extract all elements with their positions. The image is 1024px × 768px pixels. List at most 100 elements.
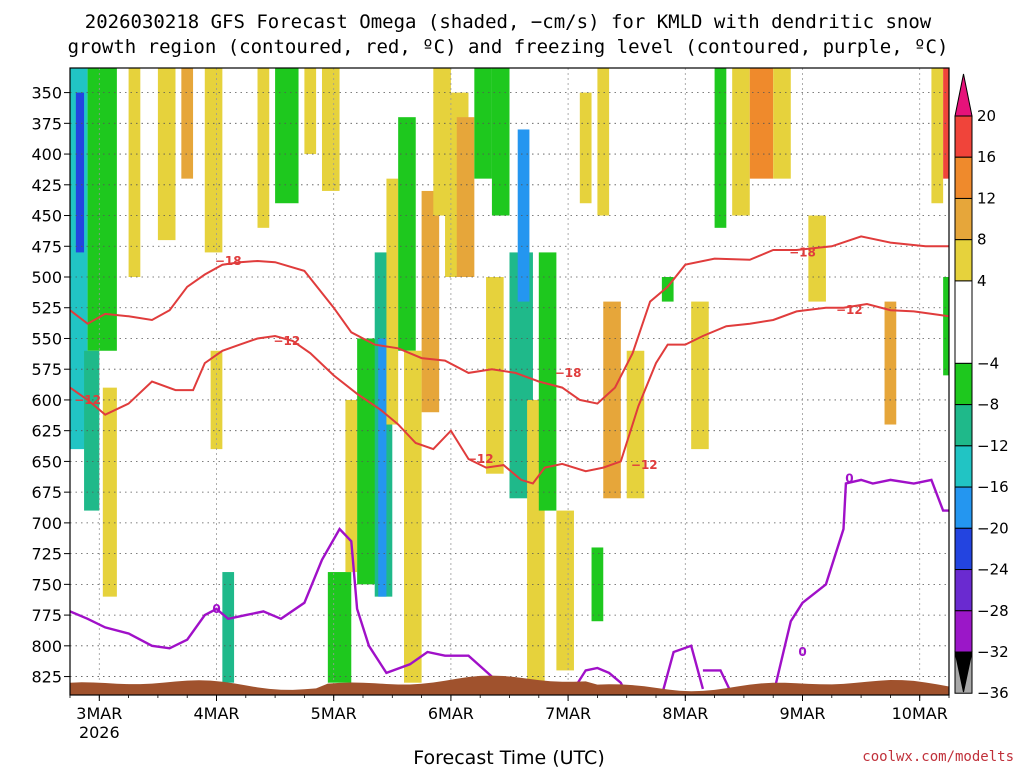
- y-tick-label-800: 800: [31, 637, 62, 656]
- colorbar-label-11: −28: [977, 602, 1009, 620]
- omega-cell-12: [275, 68, 299, 204]
- omega-cell-15: [327, 572, 352, 683]
- colorbar-bin-8: [954, 486, 973, 529]
- y-tick-label-525: 525: [31, 299, 62, 318]
- omega-shading: [70, 68, 949, 683]
- dgz-contour-label-1: −12: [273, 334, 300, 348]
- omega-cell-47: [884, 301, 897, 425]
- omega-cell-40: [661, 277, 674, 302]
- colorbar-label-6: −8: [977, 396, 999, 414]
- x-tick-label-6MAR: 6MAR: [428, 704, 474, 723]
- x-axis-title: Forecast Time (UTC): [413, 747, 604, 768]
- omega-cell-16: [345, 399, 358, 573]
- omega-cell-2: [87, 68, 117, 351]
- omega-cell-34: [556, 510, 574, 671]
- omega-cell-28: [486, 277, 504, 474]
- omega-cell-42: [714, 68, 727, 228]
- y-axis: 350 375 400 425 450 475 500 525 550 575 600 625 650 6…: [31, 84, 70, 687]
- omega-cell-1: [75, 92, 85, 253]
- dgz-contour-1: [69, 302, 950, 485]
- omega-cell-22: [404, 350, 422, 683]
- colorbar-bin-1: [954, 156, 973, 199]
- colorbar: 20 16 12 8 4 −4 −8 −12 −16 −20 −24 −28 −32 −36: [954, 73, 1009, 702]
- omega-cell-33: [538, 252, 557, 511]
- omega-cell-43: [732, 68, 750, 216]
- y-tick-label-750: 750: [31, 575, 62, 594]
- colorbar-bin-3: [954, 239, 973, 282]
- y-tick-label-700: 700: [31, 514, 62, 533]
- y-tick-label-725: 725: [31, 545, 62, 564]
- x-tick-year-3MAR: 2026: [79, 723, 120, 742]
- omega-cell-14: [321, 68, 340, 191]
- x-tick-label-4MAR: 4MAR: [193, 704, 239, 723]
- x-tick-label-10MAR: 10MAR: [892, 704, 948, 723]
- freezing-extra-label-0: 0: [798, 645, 806, 659]
- y-tick-label-550: 550: [31, 329, 62, 348]
- omega-cell-37: [597, 68, 610, 216]
- omega-cell-31: [517, 129, 530, 302]
- y-tick-label-500: 500: [31, 268, 62, 287]
- y-tick-label-475: 475: [31, 237, 62, 256]
- omega-cell-35: [579, 92, 592, 204]
- omega-cell-38: [603, 301, 621, 499]
- colorbar-bin-5: [954, 362, 973, 406]
- dgz-extra-label-1: −18: [789, 245, 816, 259]
- colorbar-label-10: −24: [977, 561, 1009, 579]
- colorbar-bin-7: [954, 445, 973, 488]
- omega-cell-21: [398, 117, 416, 351]
- omega-cell-48: [931, 68, 944, 204]
- dgz-extra-label-4: −12: [631, 458, 658, 472]
- colorbar-bottom-arrow: [954, 651, 973, 693]
- y-tick-label-650: 650: [31, 452, 62, 471]
- omega-cell-7: [181, 68, 194, 179]
- omega-cell-5: [128, 68, 141, 277]
- omega-cell-19: [378, 338, 387, 597]
- omega-cell-29: [491, 68, 510, 216]
- contour-lines: −18 −12 −12 −18 −18 −12 −12 −12 0 0 0: [69, 235, 950, 696]
- x-tick-label-5MAR: 5MAR: [311, 704, 357, 723]
- colorbar-bin-0: [954, 115, 973, 158]
- y-tick-label-450: 450: [31, 207, 62, 226]
- y-tick-label-825: 825: [31, 668, 62, 687]
- freezing-contour-segment-3: [772, 478, 949, 696]
- dgz-extra-label-3: −12: [467, 452, 494, 466]
- omega-cell-50: [943, 277, 949, 376]
- colorbar-label-0: 20: [977, 107, 996, 125]
- grid-lines: [70, 68, 949, 695]
- omega-cell-44: [749, 68, 774, 179]
- omega-cell-8: [204, 68, 223, 253]
- colorbar-label-7: −12: [977, 437, 1009, 455]
- terrain-fill: [70, 675, 949, 695]
- omega-cell-10: [222, 572, 235, 683]
- y-tick-label-775: 775: [31, 606, 62, 625]
- colorbar-bin-10: [954, 569, 973, 612]
- y-tick-label-425: 425: [31, 176, 62, 195]
- colorbar-label-13: −36: [977, 684, 1009, 702]
- colorbar-bin-11: [954, 610, 973, 653]
- y-tick-label-375: 375: [31, 114, 62, 133]
- dgz-contour-0: [69, 235, 949, 405]
- colorbar-bin-2: [954, 197, 973, 241]
- dgz-contour-label-0: −18: [215, 254, 242, 268]
- colorbar-label-3: 8: [977, 231, 987, 249]
- dgz-extra-label-2: −18: [555, 366, 582, 380]
- y-tick-label-600: 600: [31, 391, 62, 410]
- chart-title-line-1: 2026030218 GFS Forecast Omega (shaded, −…: [85, 11, 932, 33]
- colorbar-label-2: 12: [977, 189, 996, 207]
- plot-area: −18 −12 −12 −18 −18 −12 −12 −12 0 0 0: [69, 67, 950, 696]
- colorbar-label-12: −32: [977, 643, 1009, 661]
- omega-cell-41: [691, 301, 709, 450]
- omega-cell-49: [943, 68, 949, 179]
- colorbar-label-5: −4: [977, 354, 999, 372]
- omega-cell-13: [304, 68, 317, 155]
- dgz-extra-label-0: −12: [74, 393, 101, 407]
- colorbar-label-8: −16: [977, 478, 1009, 496]
- omega-cell-20: [386, 178, 399, 425]
- omega-cell-45: [773, 68, 791, 179]
- colorbar-bin-9: [954, 527, 973, 571]
- colorbar-bin-4: [954, 280, 973, 364]
- source-credit: coolwx.com/modelts: [862, 749, 1014, 765]
- x-tick-label-3MAR: 3MAR: [76, 704, 122, 723]
- y-tick-label-350: 350: [31, 84, 62, 103]
